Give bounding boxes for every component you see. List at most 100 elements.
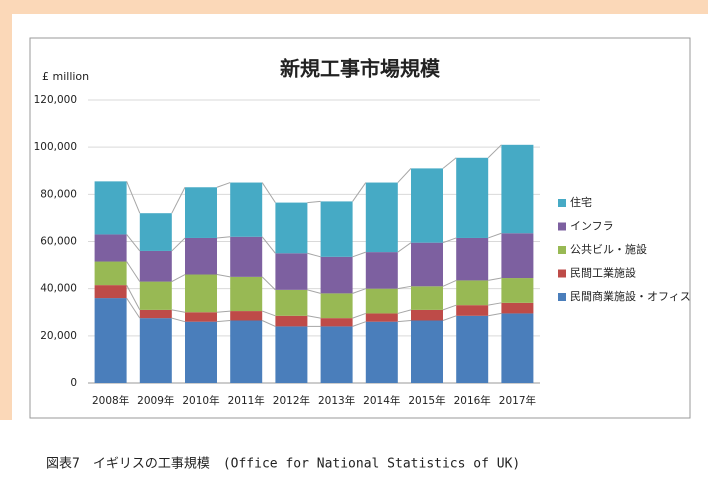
x-tick-label: 2017年 (499, 394, 536, 407)
series-line (307, 315, 321, 319)
x-tick-label: 2011年 (228, 394, 265, 407)
bar-segment (230, 311, 263, 321)
x-tick-label: 2009年 (137, 394, 174, 407)
series-line (126, 284, 141, 311)
bar-segment (501, 302, 534, 314)
y-tick-label: 100,000 (34, 141, 77, 153)
series-line (352, 321, 366, 327)
bar-segment (185, 187, 217, 238)
bar-segment (230, 276, 263, 312)
series-line (171, 274, 186, 283)
y-axis-label: £ million (42, 70, 89, 83)
bar-segment (94, 261, 127, 286)
y-tick-label: 40,000 (40, 283, 77, 295)
series-line (126, 297, 141, 319)
legend-label: 公共ビル・施設 (570, 242, 647, 256)
bar-segment (501, 313, 534, 383)
series-line (442, 315, 457, 321)
bar-segment (320, 293, 353, 319)
bar-segment (365, 321, 398, 383)
series-line (397, 285, 412, 290)
series-line (261, 276, 276, 291)
bar-segment (320, 326, 353, 383)
legend-swatch (558, 222, 566, 231)
x-tick-label: 2008年 (92, 394, 129, 407)
legend-swatch (558, 199, 566, 207)
series-line (488, 312, 502, 317)
legend-label: 民間商業施設・オフィス (570, 289, 691, 303)
series-line (126, 181, 141, 214)
series-line (171, 237, 186, 252)
bar-segment (185, 312, 217, 322)
top-border (0, 0, 708, 14)
legend-label: インフラ (570, 220, 614, 233)
series-line (126, 261, 141, 282)
bar-segment (501, 144, 534, 234)
bar-segment (456, 157, 489, 238)
bar-segment (501, 233, 534, 279)
bar-segment (94, 285, 127, 299)
x-tick-label: 2013年 (318, 394, 355, 407)
series-line (442, 157, 457, 169)
series-line (216, 182, 231, 188)
x-tick-label: 2014年 (363, 394, 400, 407)
bar-segment (411, 309, 443, 321)
y-tick-label: 0 (70, 377, 77, 389)
y-tick-label: 120,000 (34, 94, 77, 106)
series-line (442, 237, 457, 244)
caption: 図表7 イギリスの工事規模 (Office for National Stati… (46, 457, 520, 472)
legend-label: 住宅 (570, 195, 592, 209)
series-line (397, 168, 412, 183)
series-line (397, 242, 412, 253)
bar-segment (320, 201, 353, 257)
series-line (307, 200, 321, 204)
bar-segment (411, 168, 443, 243)
bar-segment (456, 237, 489, 281)
legend-label: 民間工業施設 (570, 266, 636, 280)
series-line (488, 277, 502, 281)
bar-segment (230, 182, 263, 237)
y-tick-label: 20,000 (40, 330, 77, 342)
bar-segment (275, 315, 308, 327)
y-tick-label: 60,000 (40, 236, 77, 248)
bar-segment (139, 250, 172, 282)
bar-segment (185, 321, 217, 383)
series-line (352, 251, 366, 258)
bar-segment (320, 256, 353, 294)
bar-segment (275, 289, 308, 316)
bar-segment (365, 288, 398, 314)
series-line (216, 236, 231, 239)
bar-segment (94, 298, 127, 383)
legend-swatch (558, 293, 566, 301)
series-line (487, 144, 502, 159)
series-line (397, 320, 412, 323)
bar-segment (456, 280, 489, 306)
bar-segment (411, 242, 443, 287)
bar-segment (94, 181, 127, 235)
bar-segment (185, 274, 217, 313)
bar-segment (275, 202, 308, 254)
series-line (261, 236, 276, 254)
series-line (126, 234, 141, 252)
series-line (262, 310, 276, 317)
bar-segment (275, 326, 308, 383)
bar-segment (365, 252, 398, 289)
series-line (171, 187, 186, 214)
series-line (488, 302, 502, 306)
bar-segment (139, 213, 172, 251)
x-tick-label: 2015年 (408, 394, 445, 407)
bar-segment (365, 313, 398, 322)
series-line (397, 309, 412, 314)
x-tick-label: 2016年 (454, 394, 491, 407)
series-line (352, 288, 366, 294)
bar-segment (139, 309, 172, 319)
bar-segment (230, 320, 263, 383)
bar-segment (456, 315, 489, 383)
bar-segment (456, 305, 489, 316)
series-line (261, 320, 276, 327)
x-tick-label: 2010年 (182, 394, 219, 407)
series-line (442, 304, 457, 311)
bar-segment (94, 234, 127, 262)
series-line (307, 252, 321, 258)
